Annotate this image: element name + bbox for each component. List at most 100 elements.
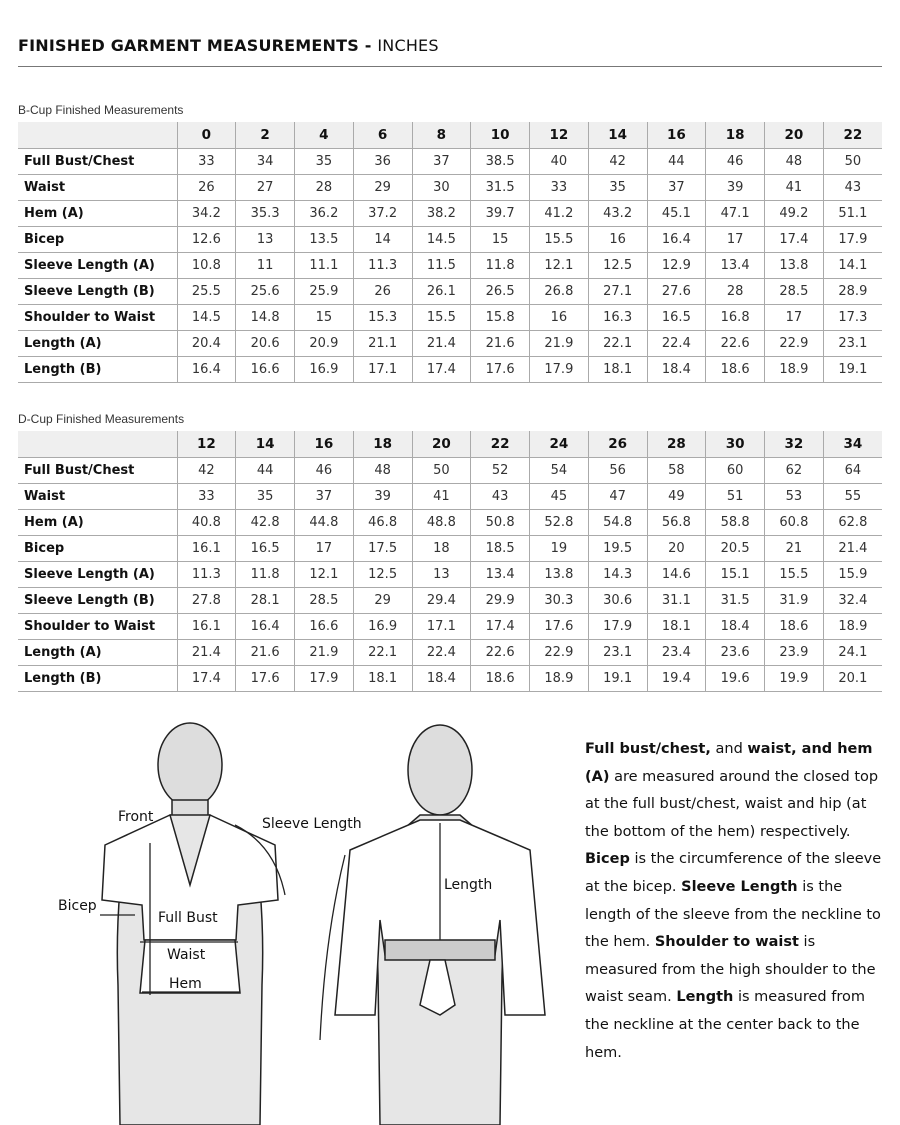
measurement-cell: 48.8 (411, 509, 471, 536)
measurement-cell: 19.9 (764, 665, 824, 692)
size-header: 18 (352, 431, 412, 458)
measurement-cell: 20 (646, 535, 706, 562)
measurement-cell: 28 (705, 278, 765, 305)
table-row: Bicep 16.1 16.5 17 17.5 18 18.5 19 19.5 20 20.5 21 2… (18, 535, 882, 562)
measurement-cell: 34.2 (176, 200, 236, 227)
measurement-cell: 31.5 (705, 587, 765, 614)
measurement-cell: 41.2 (529, 200, 589, 227)
measurement-cell: 42 (587, 148, 647, 175)
measurement-cell: 15.3 (352, 304, 412, 331)
measurement-cell: 17.1 (411, 613, 471, 640)
measurement-cell: 13.5 (294, 226, 354, 253)
measurement-cell: 26 (352, 278, 412, 305)
measurement-cell: 33 (176, 483, 236, 510)
table-row: Length (B) 17.4 17.6 17.9 18.1 18.4 18.6 18.9 19… (18, 665, 882, 692)
measurement-cell: 23.1 (822, 330, 882, 357)
size-header: 16 (646, 122, 706, 149)
measurement-cell: 21.6 (470, 330, 530, 357)
measurement-cell: 17.5 (352, 535, 412, 562)
size-header: 14 (235, 431, 295, 458)
size-header: 20 (411, 431, 471, 458)
measurement-cell: 14.5 (176, 304, 236, 331)
measurement-cell: 60 (705, 457, 765, 484)
measurement-cell: 15 (294, 304, 354, 331)
row-label: Shoulder to Waist (18, 304, 177, 331)
measurement-cell: 46.8 (352, 509, 412, 536)
measurement-cell: 16.4 (646, 226, 706, 253)
measurement-cell: 51 (705, 483, 765, 510)
size-header: 18 (705, 122, 765, 149)
measurement-cell: 46 (294, 457, 354, 484)
measurement-cell: 17.9 (529, 356, 589, 383)
measurement-cell: 53 (764, 483, 824, 510)
measurement-cell: 62 (764, 457, 824, 484)
row-label: Hem (A) (18, 509, 177, 536)
measurement-cell: 16.9 (352, 613, 412, 640)
measurement-cell: 11.3 (352, 252, 412, 279)
measurement-cell: 25.9 (294, 278, 354, 305)
measurement-cell: 47.1 (705, 200, 765, 227)
term: Full bust/chest, (585, 741, 711, 757)
measurement-cell: 10.8 (176, 252, 236, 279)
measurement-cell: 45.1 (646, 200, 706, 227)
measurement-cell: 16.6 (235, 356, 295, 383)
row-label: Hem (A) (18, 200, 177, 227)
size-header: 16 (294, 431, 354, 458)
measurement-cell: 12.5 (587, 252, 647, 279)
measurement-cell: 22.1 (587, 330, 647, 357)
measurement-cell: 27.6 (646, 278, 706, 305)
measurement-cell: 23.6 (705, 639, 765, 666)
text: is the circumference of the sleeve at th… (585, 851, 882, 895)
measurement-cell: 14.5 (411, 226, 471, 253)
measurement-cell: 35 (235, 483, 295, 510)
measurement-cell: 33 (176, 148, 236, 175)
size-header: 26 (587, 431, 647, 458)
measurement-cell: 15 (470, 226, 530, 253)
measurement-description: Full bust/chest, and waist, and hem (A) … (585, 736, 885, 1067)
measurement-cell: 41 (411, 483, 471, 510)
size-header: 22 (822, 122, 882, 149)
measurement-cell: 41 (764, 174, 824, 201)
table-row: Full Bust/Chest 33 34 35 36 37 38.5 40 42 44 46 48 5… (18, 148, 882, 175)
row-label: Bicep (18, 226, 177, 253)
measurement-cell: 22.4 (646, 330, 706, 357)
measurement-cell: 17.6 (529, 613, 589, 640)
row-label: Length (A) (18, 330, 177, 357)
measurement-cell: 58.8 (705, 509, 765, 536)
measurement-cell: 54.8 (587, 509, 647, 536)
measurement-cell: 16.8 (705, 304, 765, 331)
measurement-cell: 16.1 (176, 613, 236, 640)
measurement-cell: 21.9 (529, 330, 589, 357)
row-label: Shoulder to Waist (18, 613, 177, 640)
measurement-cell: 32.4 (822, 587, 882, 614)
measurement-cell: 15.8 (470, 304, 530, 331)
size-header: 6 (352, 122, 412, 149)
measurement-cell: 15.1 (705, 561, 765, 588)
measurement-cell: 30.3 (529, 587, 589, 614)
measurement-cell: 14.1 (822, 252, 882, 279)
measurement-cell: 64 (822, 457, 882, 484)
measurement-cell: 27.8 (176, 587, 236, 614)
label-hem: Hem (169, 976, 202, 992)
table-row: Sleeve Length (A) 11.3 11.8 12.1 12.5 13 13.4 1… (18, 561, 882, 588)
measurement-cell: 29.4 (411, 587, 471, 614)
measurement-cell: 28.5 (764, 278, 824, 305)
measurement-cell: 36.2 (294, 200, 354, 227)
measurement-cell: 39 (705, 174, 765, 201)
measurement-cell: 21 (764, 535, 824, 562)
term: Shoulder to waist (654, 934, 799, 951)
label-front: Front (118, 809, 154, 825)
measurement-cell: 31.1 (646, 587, 706, 614)
measurement-cell: 26.5 (470, 278, 530, 305)
term: Sleeve Length (681, 878, 798, 895)
measurement-cell: 37.2 (352, 200, 412, 227)
header-row: 12 14 16 18 20 22 24 26 28 30 32 34 (18, 431, 882, 458)
measurement-cell: 14.3 (587, 561, 647, 588)
measurement-cell: 15.9 (822, 561, 882, 588)
title-bold: FINISHED GARMENT MEASUREMENTS - (18, 36, 378, 55)
table-row: Length (A) 20.4 20.6 20.9 21.1 21.4 21.6 21.9 22… (18, 330, 882, 357)
measurement-cell: 31.9 (764, 587, 824, 614)
measurement-cell: 31.5 (470, 174, 530, 201)
term: Bicep (585, 851, 630, 868)
page-title: FINISHED GARMENT MEASUREMENTS - INCHES (18, 36, 439, 55)
